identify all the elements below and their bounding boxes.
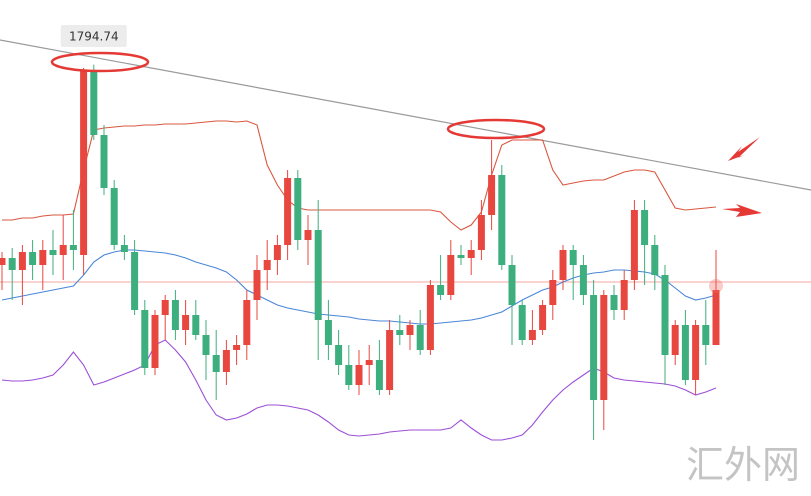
candle-body [651, 245, 659, 275]
candle-body [324, 320, 332, 345]
candle-body [477, 215, 485, 250]
candle-body [69, 245, 77, 250]
candle-body [243, 300, 251, 345]
candle-body [406, 325, 414, 335]
highlight-ellipse [50, 51, 150, 73]
arrow [728, 137, 760, 161]
candle-body [661, 275, 669, 355]
price-label-box [60, 25, 127, 47]
trend-line [0, 39, 811, 191]
candle-body [49, 250, 57, 255]
candle-body [29, 252, 37, 265]
candle-body [692, 325, 700, 380]
candle-body [233, 345, 241, 350]
candle-body [90, 70, 98, 135]
candle-body [171, 300, 179, 330]
highlight-ellipse [446, 118, 546, 140]
candle-body [263, 260, 271, 270]
candle-body [8, 258, 16, 270]
candle-body [641, 210, 649, 245]
candle-body [508, 265, 516, 305]
arrow [722, 204, 762, 217]
candle-body [355, 365, 363, 385]
candle-body [518, 305, 526, 340]
candle-body [284, 178, 292, 245]
candle-body [59, 245, 67, 255]
price-label: 1794.74 [69, 30, 119, 44]
candle-body [396, 330, 404, 335]
candle-body [610, 295, 618, 310]
candle-body [600, 295, 608, 400]
candle-body [681, 325, 689, 380]
candle-body [375, 360, 383, 390]
candle-body [0, 258, 6, 265]
candle-body [100, 135, 108, 188]
candle-body [620, 280, 628, 310]
candle-body [304, 230, 312, 240]
watermark: 汇外网 [686, 443, 800, 487]
candle-body [294, 178, 302, 240]
candle-body [212, 355, 220, 372]
band-line [2, 120, 717, 231]
candle-body [161, 300, 169, 315]
current-price-glow [709, 279, 723, 293]
candle-body [539, 305, 547, 330]
candle-body [579, 265, 587, 295]
candle-body [457, 255, 465, 258]
candle-body [141, 310, 149, 368]
candle-body [447, 255, 455, 295]
candle-body [416, 325, 424, 350]
candle-body [426, 285, 434, 350]
candle-body [110, 188, 118, 245]
candle-body [528, 330, 536, 340]
candle-body [559, 250, 567, 280]
candle-body [437, 285, 445, 295]
candle-body [386, 330, 394, 390]
candle-body [488, 175, 496, 215]
candle-body [222, 350, 230, 372]
candle-body [467, 250, 475, 258]
candle-body [80, 70, 88, 255]
candle-body [335, 345, 343, 365]
candle-body [345, 365, 353, 385]
candle-body [120, 245, 128, 252]
candle-body [182, 315, 190, 330]
candle-body [273, 245, 281, 260]
candle-body [671, 325, 679, 355]
candle-body [712, 290, 720, 345]
candle-body [18, 252, 26, 270]
plot-area [0, 64, 720, 441]
candle-body [253, 270, 261, 300]
candle-body [702, 325, 710, 345]
candle-body [202, 335, 210, 355]
candle-body [569, 250, 577, 265]
candle-body [365, 360, 373, 365]
candle-body [549, 280, 557, 305]
candle-body [131, 252, 139, 310]
candle-body [39, 250, 47, 265]
band-line [1, 249, 717, 325]
candle-body [498, 175, 506, 265]
candle-body [630, 210, 638, 280]
candle-body [590, 295, 598, 400]
candle-body [192, 315, 200, 335]
candle-body [151, 315, 159, 368]
candle-body [314, 230, 322, 320]
